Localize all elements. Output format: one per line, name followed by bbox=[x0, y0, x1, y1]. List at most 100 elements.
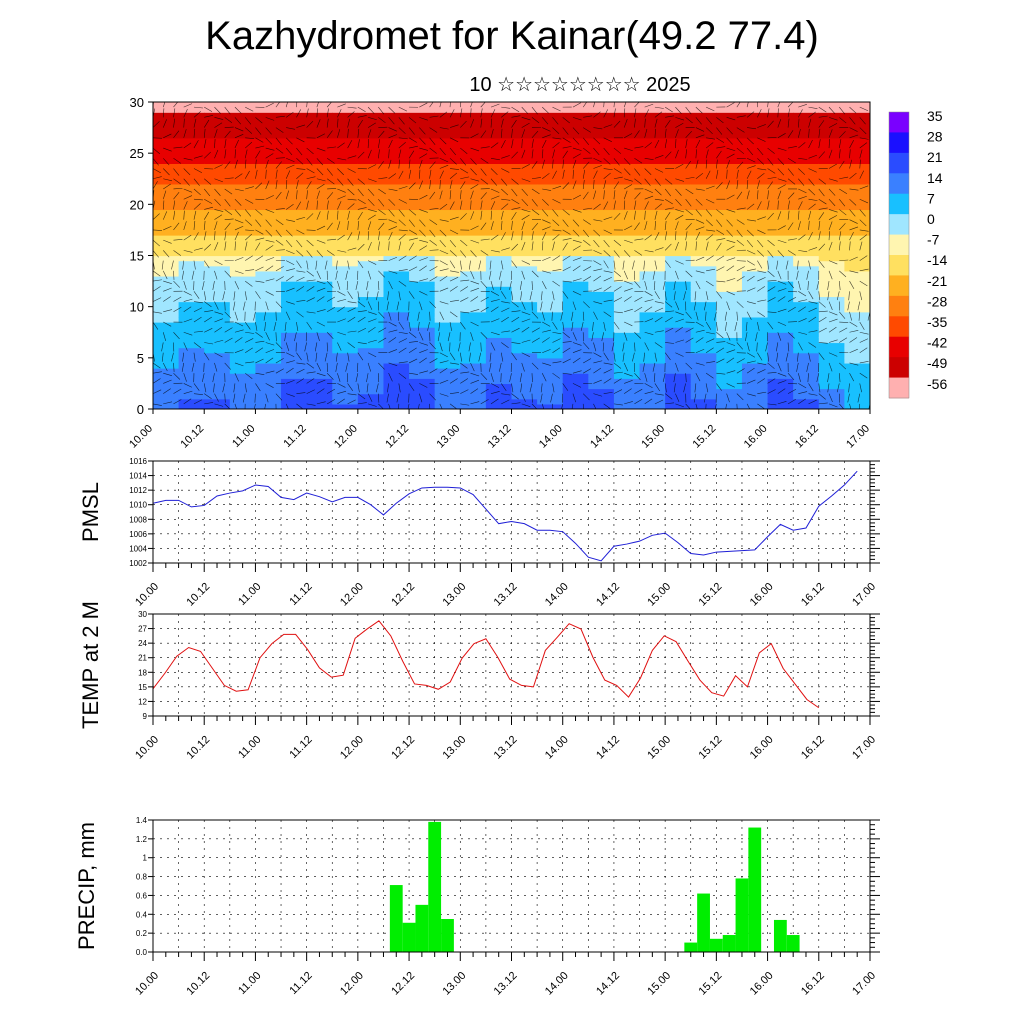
wind-barb bbox=[818, 128, 821, 138]
heatmap-cell bbox=[562, 347, 589, 354]
wind-barb bbox=[798, 195, 807, 200]
wind-barb bbox=[665, 327, 674, 333]
wind-barb bbox=[501, 383, 507, 392]
wind-barb bbox=[480, 118, 483, 128]
wind-barb bbox=[193, 232, 199, 241]
heatmap-cell bbox=[639, 194, 666, 200]
wind-barb bbox=[511, 188, 518, 197]
wind-barb bbox=[664, 220, 667, 230]
wind-barb bbox=[480, 306, 489, 313]
wind-barb bbox=[695, 348, 705, 353]
wind-barb bbox=[705, 234, 714, 241]
x-tick-label: 13.00 bbox=[440, 581, 468, 609]
wind-barb bbox=[654, 383, 661, 392]
heatmap-cell bbox=[767, 229, 794, 236]
wind-barb bbox=[777, 250, 785, 258]
heatmap-cell bbox=[306, 229, 333, 236]
wind-barb bbox=[193, 307, 203, 313]
wind-barb bbox=[562, 229, 571, 235]
wind-barb bbox=[869, 362, 870, 363]
heatmap-cell bbox=[562, 132, 589, 139]
heatmap-cell bbox=[178, 219, 205, 226]
wind-barb bbox=[695, 209, 702, 217]
heatmap-cell bbox=[844, 204, 870, 211]
heatmap-cell bbox=[690, 188, 717, 195]
wind-barb bbox=[419, 153, 428, 159]
heatmap-cell bbox=[588, 178, 615, 185]
heatmap-cell bbox=[460, 132, 487, 139]
heatmap-cell bbox=[178, 378, 205, 385]
heatmap-cell bbox=[434, 342, 461, 349]
heatmap-cell bbox=[255, 214, 282, 221]
wind-barb bbox=[705, 311, 707, 321]
wind-barb bbox=[337, 201, 342, 210]
wind-barb bbox=[583, 239, 591, 246]
wind-barb bbox=[593, 102, 596, 108]
heatmap-cell bbox=[229, 291, 257, 298]
wind-barb bbox=[716, 229, 725, 235]
heatmap-cell bbox=[588, 250, 615, 257]
heatmap-cell bbox=[460, 240, 487, 246]
wind-barb bbox=[337, 291, 346, 296]
wind-barb bbox=[613, 158, 620, 166]
wind-barb bbox=[716, 117, 724, 124]
heatmap-cell bbox=[818, 214, 845, 221]
wind-barb bbox=[552, 269, 562, 272]
heatmap-cell bbox=[562, 204, 589, 211]
y-tick-label: 0.8 bbox=[136, 873, 148, 882]
heatmap-cell bbox=[306, 112, 333, 118]
heatmap-cell bbox=[204, 163, 231, 170]
wind-barb bbox=[654, 198, 664, 201]
wind-barb bbox=[746, 111, 755, 118]
wind-barb bbox=[245, 198, 254, 204]
wind-barb bbox=[204, 206, 214, 210]
heatmap-cell bbox=[741, 142, 769, 149]
wind-barb bbox=[244, 141, 253, 149]
wind-barb bbox=[705, 403, 707, 409]
wind-barb bbox=[511, 301, 519, 308]
heatmap-cell bbox=[793, 102, 820, 108]
heatmap-cell bbox=[383, 378, 410, 385]
wind-barb bbox=[234, 188, 244, 192]
heatmap-cell bbox=[434, 148, 461, 154]
wind-barb bbox=[736, 115, 746, 118]
heatmap-cell bbox=[741, 178, 769, 185]
wind-barb bbox=[347, 307, 356, 313]
wind-barb bbox=[644, 168, 652, 175]
heatmap-cell bbox=[306, 240, 333, 246]
colorbar-label: -35 bbox=[927, 314, 947, 330]
wind-barb bbox=[153, 213, 160, 220]
wind-barb bbox=[204, 106, 213, 112]
wind-barb bbox=[193, 220, 196, 230]
wind-barb bbox=[368, 117, 377, 121]
wind-barb bbox=[478, 352, 482, 362]
wind-barb bbox=[767, 311, 777, 313]
wind-barb bbox=[316, 332, 320, 341]
wind-barb bbox=[173, 178, 181, 185]
heatmap-cell bbox=[460, 148, 487, 154]
heatmap-cell bbox=[178, 275, 205, 282]
wind-barb bbox=[296, 378, 305, 384]
heatmap-cell bbox=[204, 347, 231, 354]
wind-barb bbox=[439, 179, 441, 190]
heatmap-cell bbox=[229, 337, 257, 344]
wind-barb bbox=[849, 188, 859, 191]
heatmap-cell bbox=[741, 122, 769, 129]
wind-barb bbox=[398, 209, 405, 217]
heatmap-cell bbox=[306, 132, 333, 139]
x-tick-label: 11.00 bbox=[236, 970, 263, 997]
wind-barb bbox=[777, 178, 787, 182]
wind-barb bbox=[490, 118, 493, 128]
heatmap-cell bbox=[665, 142, 692, 149]
heatmap-cell bbox=[741, 306, 769, 313]
heatmap-cell bbox=[357, 132, 385, 139]
wind-barb bbox=[644, 142, 652, 149]
heatmap-cell bbox=[690, 327, 717, 333]
wind-barb bbox=[808, 106, 818, 109]
heatmap-cell bbox=[434, 378, 461, 385]
heatmap-cell bbox=[204, 142, 231, 149]
wind-barb bbox=[509, 281, 512, 290]
wind-barb bbox=[808, 188, 816, 196]
wind-barb bbox=[163, 239, 172, 244]
heatmap-cell bbox=[485, 188, 513, 195]
